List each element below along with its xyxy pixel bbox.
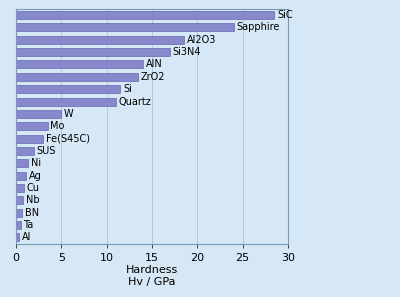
Bar xyxy=(16,221,20,229)
Bar xyxy=(16,73,138,81)
Bar xyxy=(16,23,234,31)
Bar xyxy=(16,85,120,93)
Bar xyxy=(16,233,19,241)
Text: Ta: Ta xyxy=(23,220,34,230)
Text: Si3N4: Si3N4 xyxy=(173,47,201,57)
Text: Fe(S45C): Fe(S45C) xyxy=(46,134,90,143)
Text: Cu: Cu xyxy=(27,183,40,193)
Bar xyxy=(16,61,143,69)
Text: Quartz: Quartz xyxy=(118,97,151,107)
Text: Ni: Ni xyxy=(30,158,41,168)
Bar xyxy=(16,48,170,56)
Bar xyxy=(16,172,26,180)
Bar xyxy=(16,97,116,105)
Text: ZrO2: ZrO2 xyxy=(141,72,166,82)
Text: AlN: AlN xyxy=(146,59,162,69)
Text: SUS: SUS xyxy=(37,146,56,156)
Text: Nb: Nb xyxy=(26,195,40,205)
Bar xyxy=(16,110,61,118)
Bar xyxy=(16,122,48,130)
Text: Si: Si xyxy=(123,84,132,94)
Text: Al: Al xyxy=(22,232,31,242)
Text: Mo: Mo xyxy=(50,121,65,131)
Bar xyxy=(16,209,22,217)
Text: Sapphire: Sapphire xyxy=(236,23,280,32)
Text: SiC: SiC xyxy=(277,10,293,20)
Bar xyxy=(16,36,184,44)
Text: W: W xyxy=(64,109,74,119)
Text: BN: BN xyxy=(25,208,39,218)
Bar xyxy=(16,196,23,204)
Text: Al2O3: Al2O3 xyxy=(186,35,216,45)
Bar xyxy=(16,147,34,155)
X-axis label: Hardness
Hv ∕ GPa: Hardness Hv ∕ GPa xyxy=(126,265,178,287)
Bar xyxy=(16,135,43,143)
Text: Ag: Ag xyxy=(29,170,42,181)
Bar xyxy=(16,11,274,19)
Bar xyxy=(16,184,24,192)
Bar xyxy=(16,159,28,167)
